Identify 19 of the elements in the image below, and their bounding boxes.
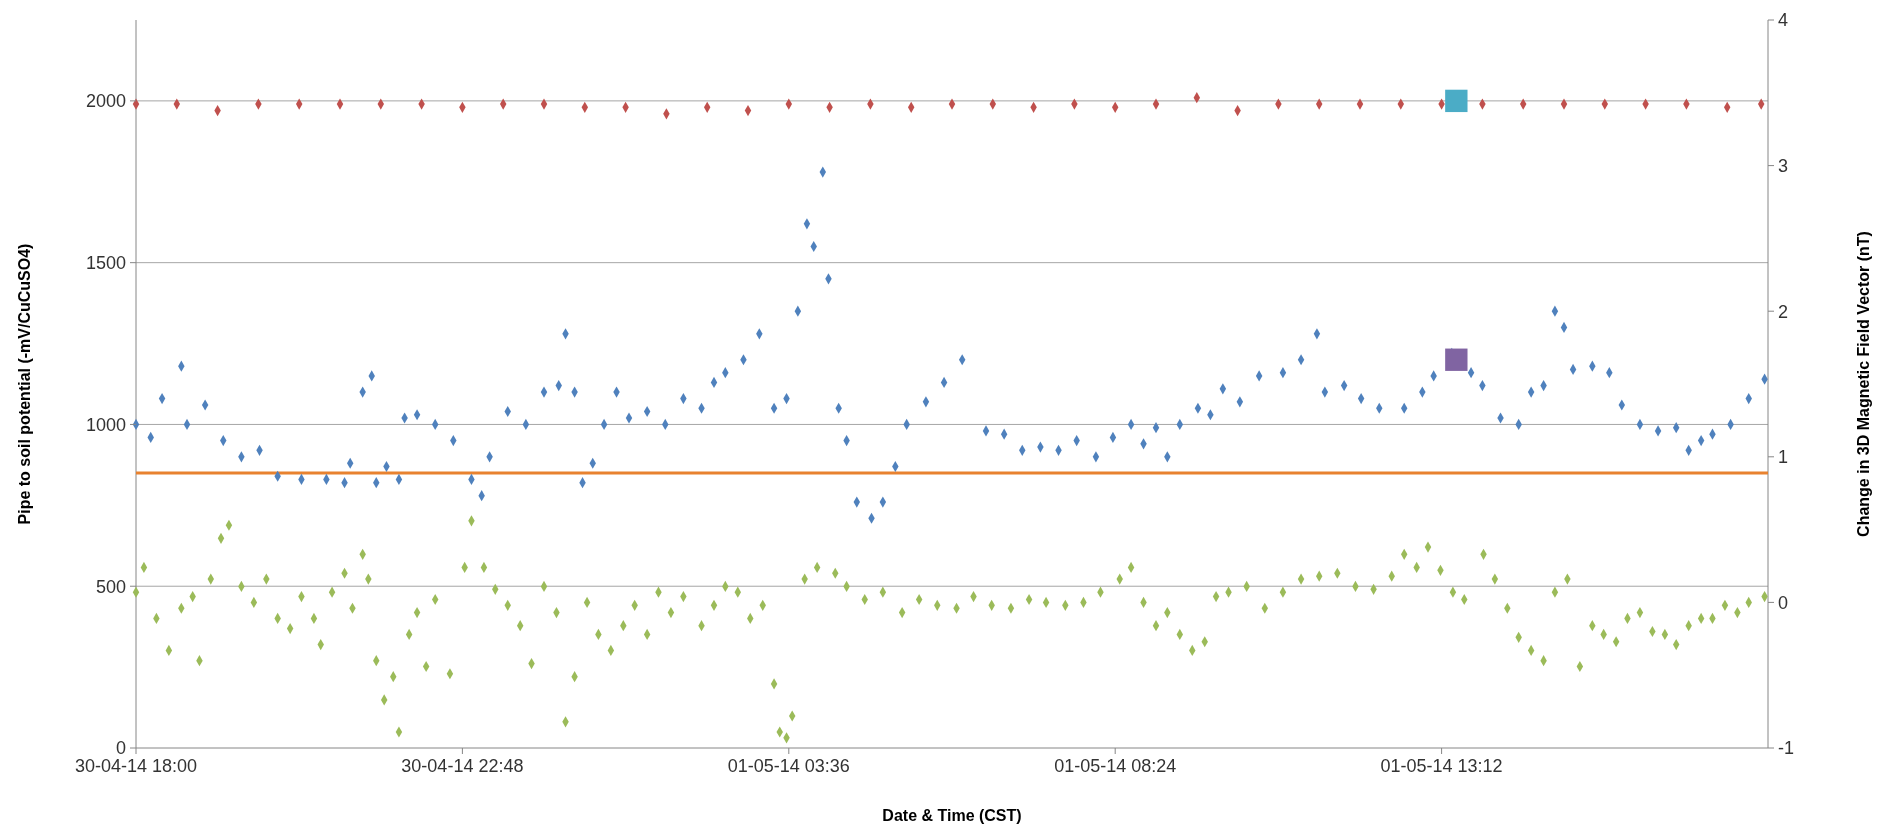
y-tick-label: 2000 [85, 91, 126, 112]
y2-tick-label: 3 [1778, 155, 1789, 176]
y2-axis-title: Change in 3D Magnetic Field Vector (nT) [1854, 231, 1872, 537]
y-tick-label: 500 [95, 576, 126, 597]
y-axis-title: Pipe to soil potential (-mV/CuCuSO4) [16, 243, 33, 525]
y-tick-label: 1000 [85, 414, 126, 435]
x-tick-label: 01-05-14 08:24 [1054, 756, 1177, 776]
y2-tick-label: 0 [1778, 592, 1789, 613]
x-tick-label: 30-04-14 18:00 [74, 756, 198, 776]
y2-tick-label: 2 [1778, 301, 1789, 322]
y2-tick-label: -1 [1778, 738, 1795, 759]
x-axis-title: Date & Time (CST) [882, 807, 1022, 824]
y2-tick-label: 4 [1778, 10, 1789, 31]
x-tick-label: 30-04-14 22:48 [401, 756, 524, 776]
y-tick-label: 0 [115, 738, 126, 759]
y-tick-label: 1500 [85, 252, 126, 273]
x-tick-label: 01-05-14 03:36 [727, 756, 850, 776]
x-tick-label: 01-05-14 13:12 [1380, 756, 1503, 776]
y2-tick-label: 1 [1778, 447, 1789, 468]
